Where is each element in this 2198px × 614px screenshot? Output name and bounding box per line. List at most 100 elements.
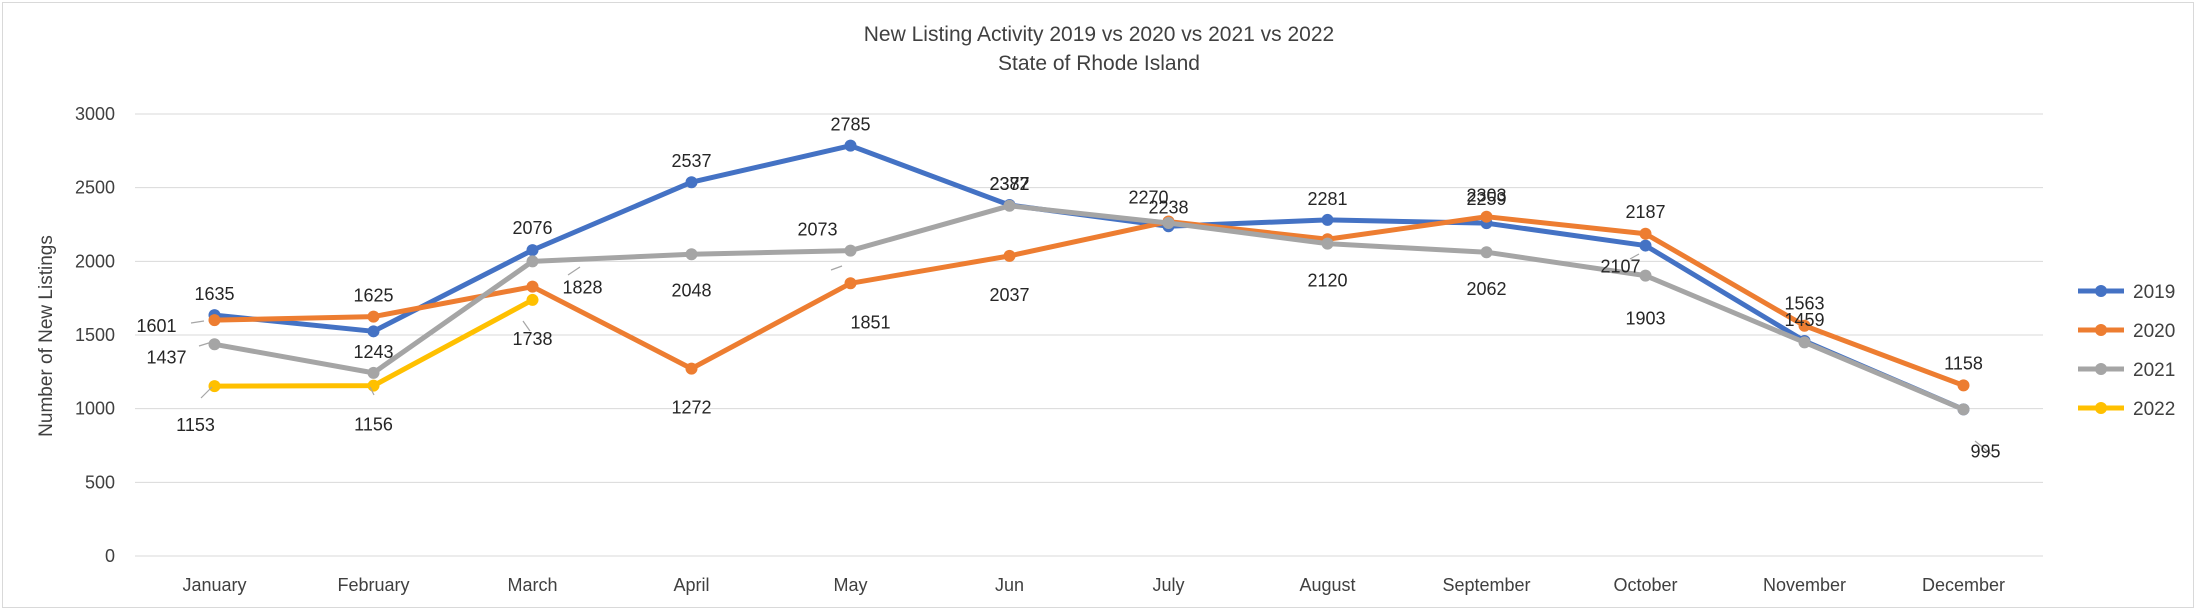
legend-item-2019: 2019	[2078, 282, 2175, 303]
point-2021	[526, 255, 539, 268]
point-2021	[1003, 199, 1016, 212]
data-label-2021: 2062	[1466, 279, 1506, 299]
x-tick-label: September	[1442, 575, 1530, 595]
data-label-2019: 2537	[671, 151, 711, 171]
leader-line	[369, 386, 375, 396]
x-tick-label: Jun	[995, 575, 1024, 595]
y-tick-label: 2000	[75, 251, 115, 271]
data-label-2021: 995	[1970, 441, 2000, 461]
point-2021	[367, 366, 380, 379]
line-2021	[212, 203, 1966, 412]
data-label-2019: 2259	[1466, 189, 1506, 209]
x-tick-label: November	[1763, 575, 1846, 595]
series-2019	[208, 139, 1970, 416]
point-2020	[208, 314, 221, 327]
data-label-2019: 2785	[830, 115, 870, 135]
data-label-2020: 2187	[1625, 202, 1665, 222]
y-tick-label: 1500	[75, 325, 115, 345]
point-2021	[1798, 336, 1811, 349]
point-2022	[367, 379, 380, 392]
data-label-2019: 1459	[1784, 310, 1824, 330]
data-label-2021: 1903	[1625, 309, 1665, 329]
data-label-2019: 1635	[194, 284, 234, 304]
data-label-2021: 2048	[671, 280, 711, 300]
y-tick-label: 2500	[75, 178, 115, 198]
point-2019	[844, 139, 857, 152]
y-tick-label: 3000	[75, 104, 115, 124]
point-2021	[1162, 217, 1175, 230]
leader-line	[830, 265, 843, 271]
point-2021	[208, 338, 221, 351]
point-2022	[208, 380, 221, 393]
x-tick-label: July	[1152, 575, 1184, 595]
leader-line	[200, 386, 213, 399]
point-2019	[526, 244, 539, 257]
data-label-2022: 1156	[354, 415, 393, 435]
y-tick-label: 1000	[75, 399, 115, 419]
point-2020	[1480, 210, 1493, 223]
data-labels: 1635 2076 2537 2785 2382 2238 2281 2259 2107 1459…	[136, 115, 2000, 462]
gridlines	[135, 113, 2043, 557]
point-2019	[1321, 213, 1334, 226]
point-2021	[1480, 246, 1493, 259]
series-2021	[208, 199, 1970, 416]
point-2020	[1798, 319, 1811, 332]
point-2020	[526, 280, 539, 293]
data-label-2020: 2270	[1128, 188, 1168, 208]
legend-marker	[2095, 402, 2107, 414]
legend-item-2020: 2020	[2078, 321, 2175, 342]
data-label-2020: 1828	[562, 278, 602, 298]
x-tick-label: January	[182, 575, 246, 595]
data-label-2021: 2120	[1307, 271, 1347, 291]
x-tick-label: August	[1299, 575, 1355, 595]
x-axis-ticks: January February March April May Jun July Augus…	[182, 575, 2005, 595]
legend-label: 2022	[2133, 399, 2175, 420]
point-2021	[1957, 403, 1970, 416]
point-2020	[844, 277, 857, 290]
line-2020	[212, 214, 1966, 388]
point-2019	[1639, 239, 1652, 252]
point-2019	[685, 176, 698, 189]
y-axis-ticks: 0 500 1000 1500 2000 2500 3000	[75, 104, 115, 566]
x-tick-label: February	[337, 575, 409, 595]
data-label-2019: 2281	[1307, 189, 1347, 209]
legend-label: 2021	[2133, 360, 2175, 381]
data-label-2021: 2377	[989, 174, 1029, 194]
legend-label: 2020	[2133, 321, 2175, 342]
leader-line	[1629, 253, 1640, 260]
data-label-2020: 1272	[671, 398, 711, 418]
data-label-2021: 1437	[146, 347, 186, 367]
point-2021	[685, 248, 698, 261]
label-leader-lines	[190, 253, 1992, 455]
point-2021	[1639, 269, 1652, 282]
chart-subtitle: State of Rhode Island	[998, 52, 1200, 75]
x-tick-label: May	[833, 575, 867, 595]
x-tick-label: March	[507, 575, 557, 595]
point-2020	[367, 310, 380, 323]
data-label-2019: 2382	[989, 174, 1029, 194]
legend-item-2021: 2021	[2078, 360, 2175, 381]
point-2021	[1321, 237, 1334, 250]
point-2019	[367, 325, 380, 338]
legend: 2019 2020 2021 2022	[2078, 282, 2175, 420]
point-2020	[1957, 379, 1970, 392]
data-label-2021: 1243	[353, 342, 393, 362]
data-label-2022: 1738	[512, 329, 552, 349]
y-tick-label: 500	[85, 472, 115, 492]
point-2020	[1003, 249, 1016, 262]
data-label-2020: 1158	[1944, 353, 1983, 373]
chart-title: New Listing Activity 2019 vs 2020 vs 202…	[864, 23, 1334, 46]
data-label-2020: 1601	[136, 316, 176, 336]
leader-line	[567, 266, 581, 276]
line-2019	[212, 143, 1966, 412]
leader-line	[190, 320, 205, 324]
data-label-2020: 2037	[989, 285, 1029, 305]
y-tick-label: 0	[105, 546, 115, 566]
data-label-2020: 1851	[850, 312, 890, 332]
legend-marker	[2095, 324, 2107, 336]
legend-marker	[2095, 285, 2107, 297]
data-label-2020: 1625	[353, 286, 393, 306]
line-chart: New Listing Activity 2019 vs 2020 vs 202…	[36, 23, 2175, 595]
series-2022	[208, 293, 539, 393]
